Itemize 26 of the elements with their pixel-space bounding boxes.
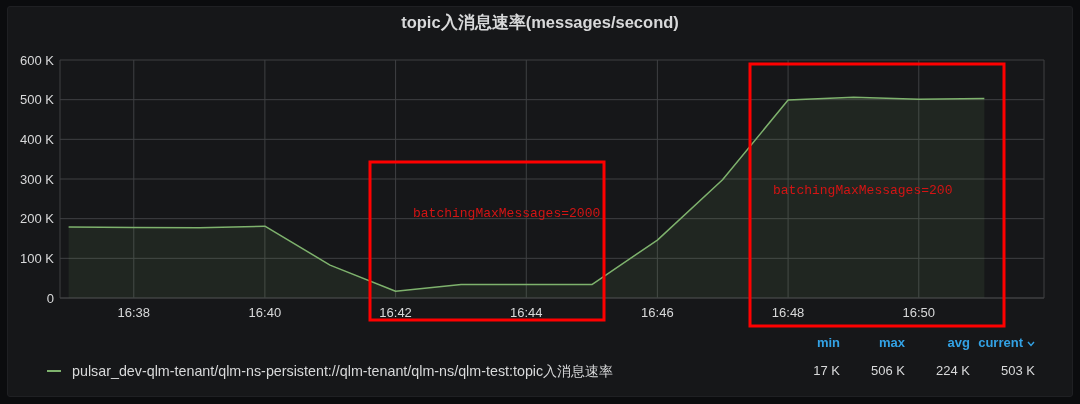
y-tick-label: 300 K xyxy=(20,171,55,187)
y-tick-label: 500 K xyxy=(20,92,55,108)
text: min xyxy=(816,335,840,350)
x-tick-label: 16:42 xyxy=(379,305,412,321)
y-tick-label: 200 K xyxy=(20,211,55,227)
y-tick-label: 600 K xyxy=(20,52,55,68)
text: current xyxy=(978,335,1023,350)
x-tick-label: 16:48 xyxy=(771,305,805,321)
text: max xyxy=(878,335,905,350)
legend-label: pulsar_dev-qlm-tenant/qlm-ns-persistent://qlm-tenant/qlm-ns/qlm-test:topic入消息速率 xyxy=(72,361,614,381)
text: 506 K xyxy=(871,363,905,378)
text: 503 K xyxy=(1001,363,1035,378)
text: avg xyxy=(947,335,970,350)
y-tick-label: 0 xyxy=(46,290,54,306)
x-tick-label: 16:46 xyxy=(641,305,674,321)
text: 224 K xyxy=(936,363,970,378)
y-tick-label: 100 K xyxy=(20,250,55,266)
x-tick-label: 16:50 xyxy=(902,305,936,321)
text: 17 K xyxy=(813,363,840,378)
y-tick-label: 400 K xyxy=(20,131,55,147)
chart-title: topic入消息速率(messages/second) xyxy=(400,12,680,33)
annotation: batchingMaxMessages=200 xyxy=(773,183,953,199)
x-tick-label: 16:38 xyxy=(117,305,151,321)
annotation: batchingMaxMessages=2000 xyxy=(413,206,601,222)
x-tick-label: 16:44 xyxy=(510,305,543,321)
x-tick-label: 16:40 xyxy=(248,305,282,321)
